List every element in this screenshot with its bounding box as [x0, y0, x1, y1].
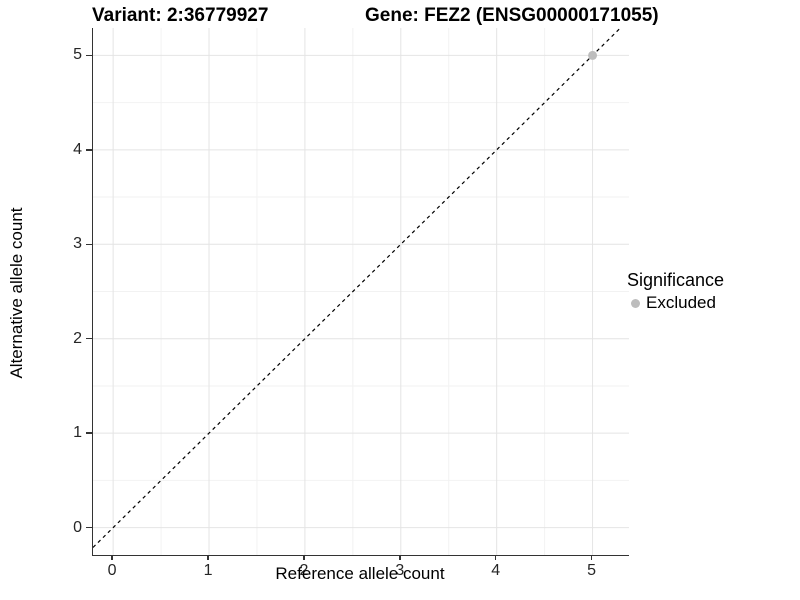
x-tick-label: 2	[299, 562, 309, 579]
y-tick-mark	[86, 243, 92, 246]
y-tick-mark	[86, 54, 92, 57]
x-tick-mark	[207, 555, 209, 560]
x-tick-mark	[399, 555, 401, 560]
y-tick-label: 3	[73, 235, 82, 253]
y-tick-label: 5	[73, 46, 82, 64]
y-tick-mark	[86, 149, 92, 151]
x-tick-mark	[303, 555, 305, 560]
y-tick-label: 1	[73, 424, 82, 442]
identity-dashed-line	[93, 28, 621, 548]
legend-point-icon	[631, 298, 640, 308]
plot-title-gene: Gene: FEZ2 (ENSG00000171055)	[365, 5, 659, 26]
y-tick-mark	[86, 337, 92, 340]
x-tick-label: 5	[587, 562, 597, 579]
x-tick-label: 0	[107, 562, 117, 579]
x-tick-mark	[494, 555, 497, 560]
x-tick-mark	[111, 555, 113, 560]
y-tick-mark	[86, 432, 92, 434]
x-tick-mark	[590, 555, 593, 560]
legend-title: Significance	[627, 270, 725, 290]
y-axis-title: Alternative allele count	[7, 207, 26, 379]
legend-entry-label: Excluded	[646, 293, 716, 312]
y-tick-mark	[86, 526, 92, 529]
y-tick-label: 0	[73, 518, 82, 536]
y-tick-label: 4	[73, 140, 82, 158]
legend-entry-excluded: Excluded	[627, 293, 797, 313]
x-tick-label: 3	[395, 562, 405, 579]
data-point	[588, 50, 598, 60]
x-tick-label: 4	[491, 562, 501, 579]
x-tick-label: 1	[203, 562, 213, 579]
x-axis-title: Reference allele count	[275, 564, 445, 583]
plot-title-variant: Variant: 2:36779927	[92, 5, 269, 26]
chart-canvas	[93, 28, 629, 555]
y-tick-label: 2	[73, 329, 82, 347]
plot-panel	[92, 28, 629, 556]
legend: Significance Excluded	[627, 270, 797, 313]
